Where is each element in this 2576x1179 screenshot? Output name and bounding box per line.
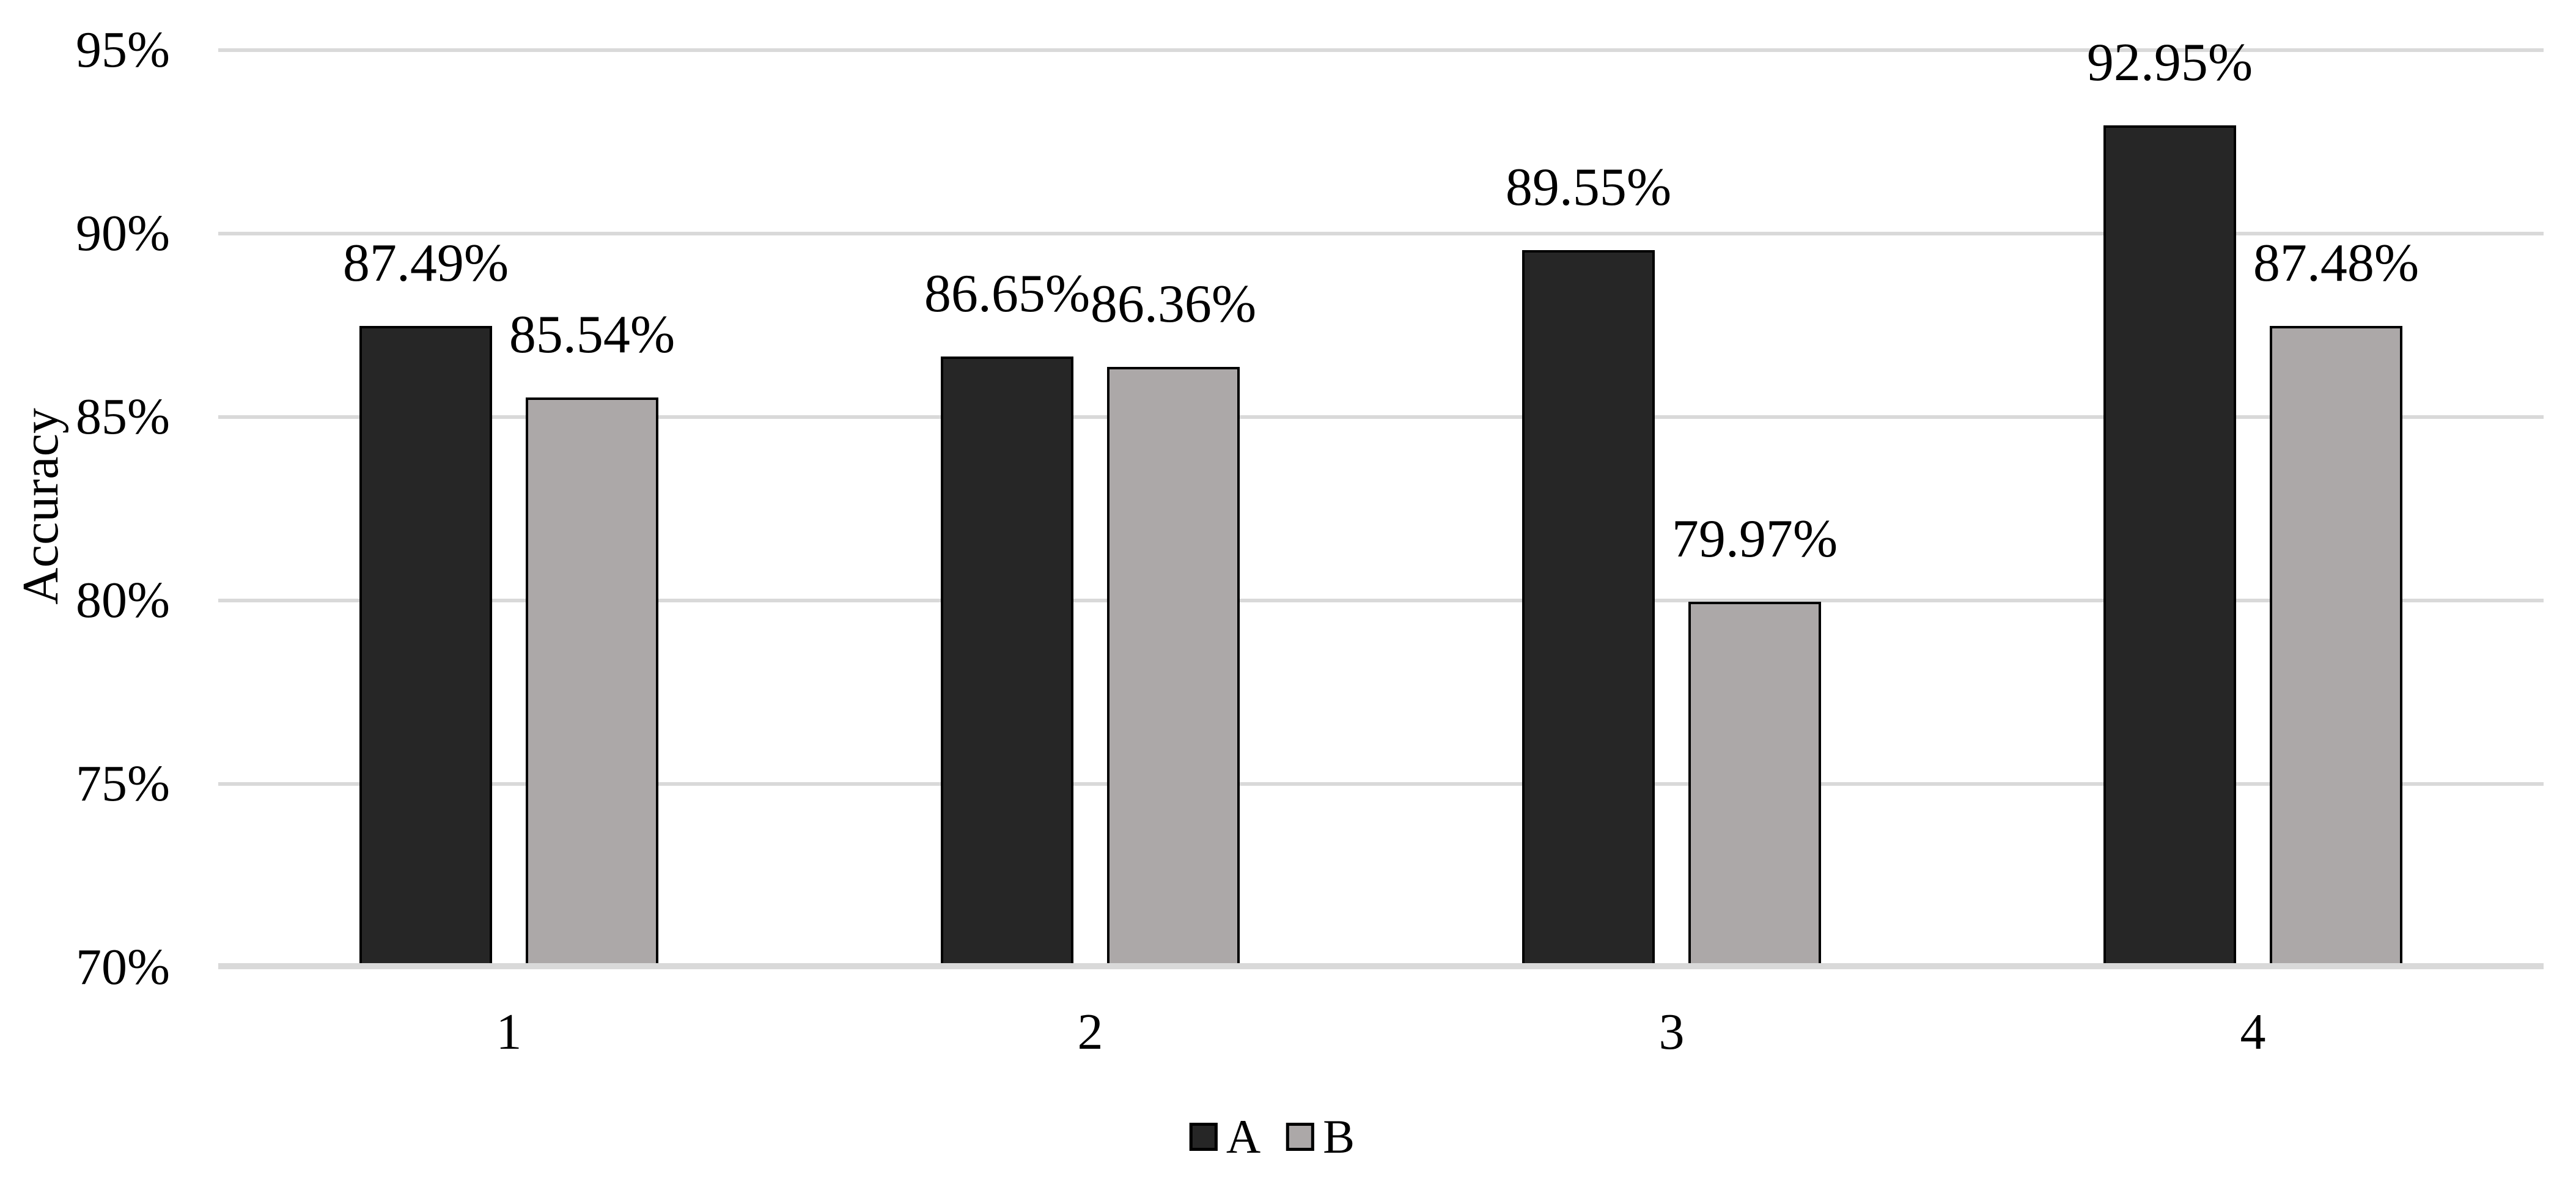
y-tick-label: 90% — [76, 205, 170, 262]
bar-series-B-category-2 — [1107, 367, 1240, 967]
bar-series-A-category-2 — [941, 357, 1073, 967]
y-axis-title: Accuracy — [12, 408, 69, 605]
data-label-B-2: 86.36% — [1090, 275, 1257, 334]
y-tick-label: 95% — [76, 21, 170, 78]
gridline-80 — [218, 599, 2544, 602]
category-label-3: 3 — [1658, 1003, 1685, 1060]
data-label-A-2: 86.65% — [924, 264, 1091, 323]
gridline-90 — [218, 232, 2544, 235]
y-tick-label: 70% — [76, 939, 170, 996]
x-axis-line — [218, 963, 2544, 967]
bar-series-B-category-3 — [1688, 601, 1821, 967]
bar-series-B-category-1 — [526, 397, 658, 967]
data-label-B-3: 79.97% — [1671, 509, 1838, 569]
data-label-A-3: 89.55% — [1505, 158, 1672, 217]
gridline-85 — [218, 415, 2544, 419]
legend-item-A: A — [1189, 1110, 1261, 1163]
bar-series-A-category-3 — [1522, 250, 1655, 967]
y-tick-label: 85% — [76, 388, 170, 445]
legend-item-B: B — [1286, 1113, 1355, 1161]
y-tick-label: 80% — [76, 572, 170, 629]
bar-series-A-category-4 — [2103, 125, 2236, 967]
gridline-70 — [218, 966, 2544, 969]
data-label-A-1: 87.49% — [342, 233, 509, 293]
legend-label: B — [1323, 1110, 1355, 1163]
bar-series-B-category-4 — [2270, 326, 2402, 967]
gridline-75 — [218, 782, 2544, 786]
data-label-B-4: 87.48% — [2253, 234, 2420, 294]
bar-series-A-category-1 — [359, 325, 492, 967]
category-label-4: 4 — [2240, 1003, 2266, 1060]
data-label-A-4: 92.95% — [2086, 33, 2253, 92]
legend-swatch-icon — [1189, 1123, 1218, 1151]
y-tick-label: 75% — [76, 755, 170, 812]
category-label-1: 1 — [496, 1003, 522, 1060]
legend-label: A — [1226, 1110, 1261, 1163]
gridline-95 — [218, 48, 2544, 52]
data-label-B-1: 85.54% — [509, 305, 675, 364]
legend-swatch-icon — [1286, 1123, 1315, 1151]
category-label-2: 2 — [1077, 1003, 1103, 1060]
